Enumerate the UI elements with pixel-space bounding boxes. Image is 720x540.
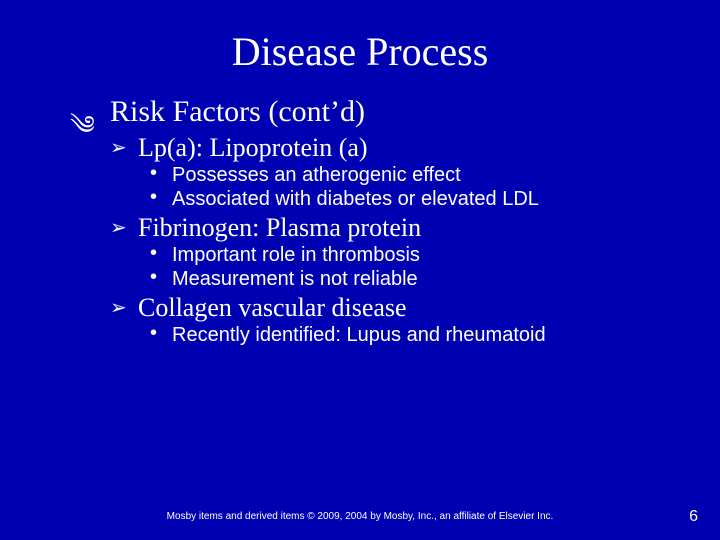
bullet-level3: • Associated with diabetes or elevated L…	[150, 187, 670, 211]
bullet-lvl2-text: Fibrinogen: Plasma protein	[138, 213, 421, 242]
bullet-level2: ➢ Fibrinogen: Plasma protein	[110, 213, 670, 243]
bullet-level2: ➢ Collagen vascular disease	[110, 293, 670, 323]
bullet-level3: • Possesses an atherogenic effect	[150, 163, 670, 187]
bullet-lvl3-text: Associated with diabetes or elevated LDL	[172, 188, 539, 210]
bullet-lvl3-icon: •	[150, 161, 157, 185]
bullet-level3: • Recently identified: Lupus and rheumat…	[150, 323, 670, 347]
bullet-level1: ༄ Risk Factors (cont’d)	[70, 95, 670, 129]
bullet-level3: • Measurement is not reliable	[150, 267, 670, 291]
slide-title: Disease Process	[0, 0, 720, 75]
footer-copyright: Mosby items and derived items © 2009, 20…	[0, 511, 720, 522]
bullet-lvl3-text: Recently identified: Lupus and rheumatoi…	[172, 324, 546, 346]
bullet-lvl3-icon: •	[150, 265, 157, 289]
bullet-lvl2-icon: ➢	[110, 295, 127, 320]
bullet-lvl1-text: Risk Factors (cont’d)	[110, 95, 365, 128]
bullet-lvl3-icon: •	[150, 321, 157, 345]
slide-body: ༄ Risk Factors (cont’d) ➢ Lp(a): Lipopro…	[0, 75, 720, 347]
bullet-lvl3-icon: •	[150, 241, 157, 265]
bullet-lvl3-text: Measurement is not reliable	[172, 268, 418, 290]
bullet-lvl3-icon: •	[150, 185, 157, 209]
bullet-lvl2-icon: ➢	[110, 135, 127, 160]
slide: Disease Process ༄ Risk Factors (cont’d) …	[0, 0, 720, 540]
bullet-lvl2-icon: ➢	[110, 215, 127, 240]
bullet-level2: ➢ Lp(a): Lipoprotein (a)	[110, 133, 670, 163]
page-number: 6	[689, 508, 698, 526]
bullet-lvl2-text: Lp(a): Lipoprotein (a)	[138, 133, 368, 162]
bullet-level3: • Important role in thrombosis	[150, 243, 670, 267]
bullet-lvl3-text: Possesses an atherogenic effect	[172, 164, 461, 186]
bullet-lvl3-text: Important role in thrombosis	[172, 244, 420, 266]
bullet-lvl1-icon: ༄	[70, 97, 95, 170]
bullet-lvl2-text: Collagen vascular disease	[138, 293, 407, 322]
